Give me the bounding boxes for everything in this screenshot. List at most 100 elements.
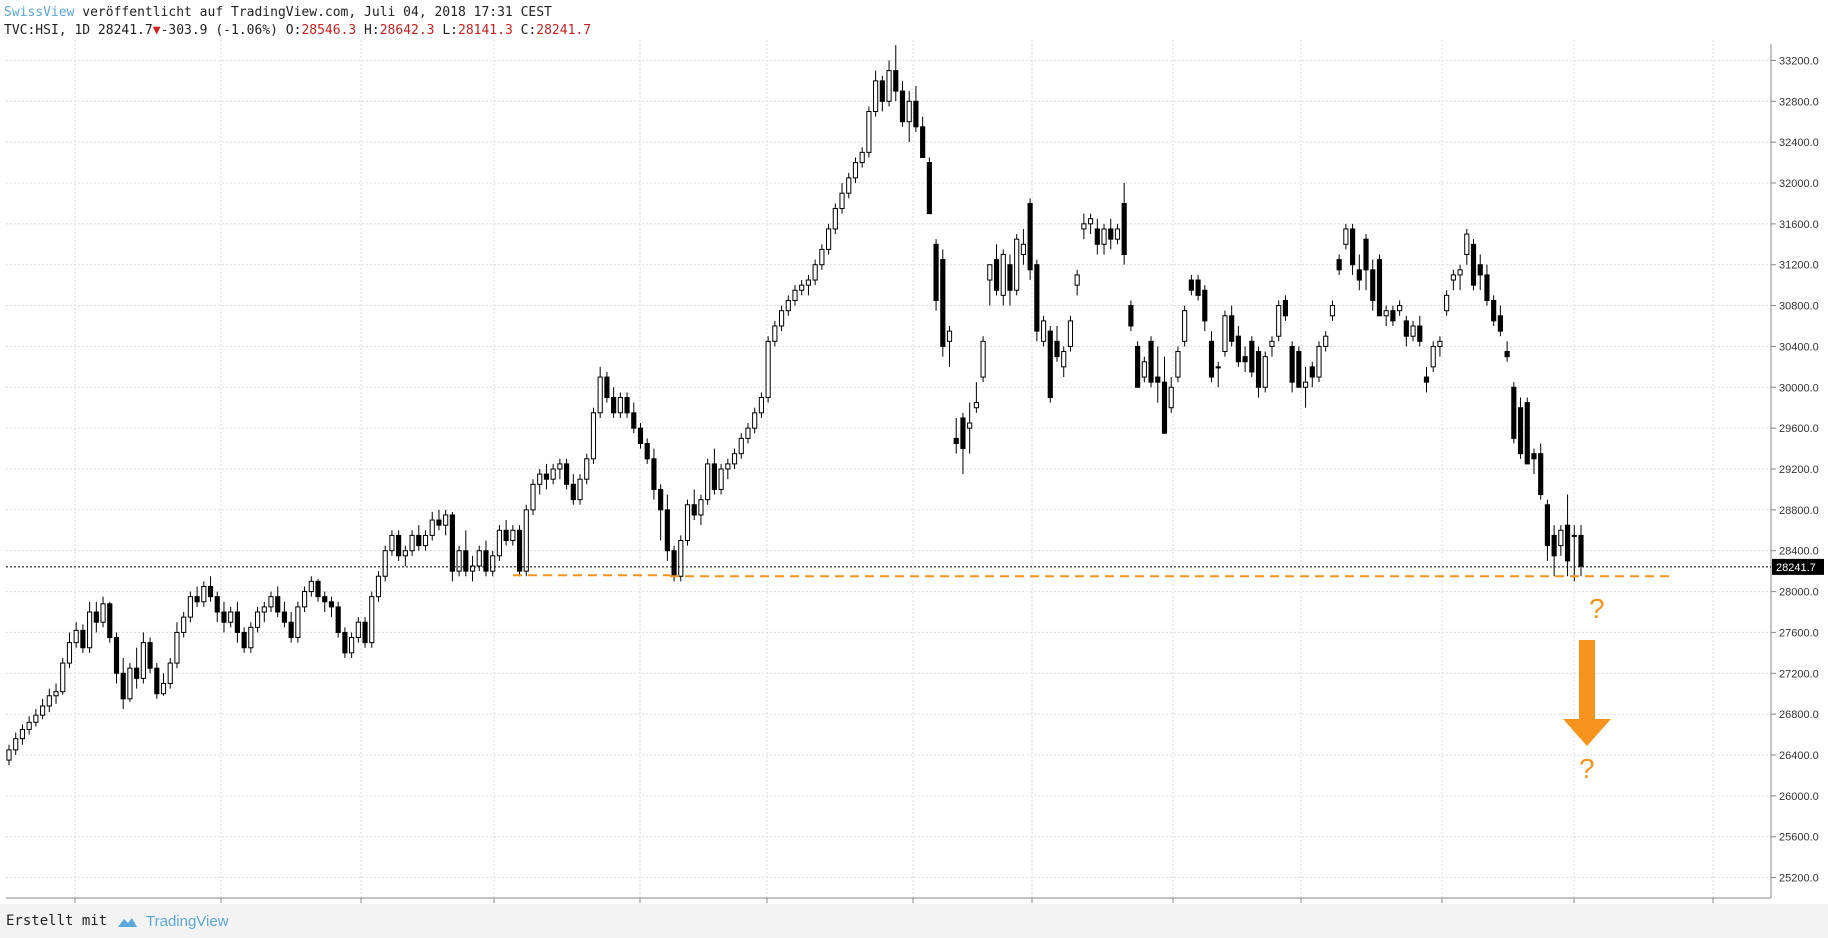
candle-up <box>1383 310 1389 317</box>
candle-down <box>107 603 113 639</box>
candle-up <box>19 728 26 740</box>
arrow-shaft <box>1579 640 1595 720</box>
candle-up <box>60 662 66 693</box>
made-with-label: Erstellt mit <box>6 913 108 929</box>
time-axis[interactable]: AugSepOktNovDez2018FebMrzAprMaiJunJulAug <box>65 898 1723 904</box>
candle-down <box>1524 402 1530 465</box>
candle-up <box>1101 228 1107 245</box>
grid-lines <box>6 40 1771 898</box>
candle-down <box>940 259 946 347</box>
candle-up <box>1114 228 1121 240</box>
candle-up <box>187 596 193 618</box>
candle-down <box>953 437 959 444</box>
candle-up <box>859 151 865 164</box>
question-mark-top: ? <box>1589 593 1605 624</box>
candle-up <box>778 310 785 327</box>
candle-up <box>66 642 73 664</box>
candle-down <box>993 259 1000 291</box>
candle-down <box>113 637 120 674</box>
candle-up <box>1020 243 1026 256</box>
candle-up <box>1302 381 1309 388</box>
candle-up <box>1000 254 1006 296</box>
candle-up <box>987 264 993 281</box>
price-axis[interactable]: 25200.0 25600.0 26000.0 26400.0 26800.0 27200… <box>1771 55 1819 885</box>
candle-down <box>1390 310 1396 322</box>
candle-down <box>503 529 509 541</box>
down-arrow-icon: ▼ <box>152 23 161 38</box>
candle-down <box>207 585 214 598</box>
candle-up <box>160 683 167 695</box>
last-price-marker: 28241.7 <box>1772 558 1824 575</box>
candle-down <box>1121 202 1127 256</box>
candle-down <box>664 509 670 552</box>
chart-header: SwissView veröffentlicht auf TradingView… <box>0 0 1828 40</box>
candle-up <box>946 330 953 342</box>
high-value: 28642.3 <box>379 23 435 38</box>
candle-up <box>1450 274 1456 281</box>
candle-down <box>564 463 570 485</box>
publish-line: SwissView veröffentlicht auf TradingView… <box>4 5 552 21</box>
candle-up <box>698 499 704 516</box>
last-price-label: 28241.7 <box>1776 562 1816 574</box>
candle-up <box>785 299 791 312</box>
candle-up <box>490 555 496 572</box>
candle-down <box>691 504 697 516</box>
candle-up <box>1067 320 1074 347</box>
candle-down <box>335 606 341 633</box>
candle-down <box>1255 351 1262 388</box>
author-link[interactable]: SwissView <box>4 5 75 20</box>
candle-down <box>221 611 227 623</box>
candle-up <box>422 534 429 547</box>
candle-up <box>1464 233 1470 255</box>
candle-up <box>1410 325 1416 337</box>
symbol-info: TVC:HSI, 1D 28241.7 <box>4 23 153 38</box>
candle-down <box>1564 524 1571 562</box>
candle-down <box>960 417 966 450</box>
candle-down <box>1235 335 1241 363</box>
candle-up <box>33 714 39 723</box>
candle-down <box>899 90 906 123</box>
candle-up <box>181 616 187 633</box>
candle-up <box>1168 386 1174 409</box>
price-tick-label: 33200.0 <box>1779 55 1819 67</box>
candle-up <box>349 637 355 654</box>
candle-down <box>624 397 630 414</box>
candle-down <box>80 629 86 649</box>
candle-down <box>1470 243 1477 286</box>
candle-up <box>402 550 408 557</box>
candle-up <box>967 422 973 429</box>
candle-up <box>852 162 859 179</box>
candlestick-chart[interactable]: 25200.0 25600.0 26000.0 26400.0 26800.0 27200… <box>0 38 1828 904</box>
candle-up <box>201 585 207 603</box>
candle-down <box>926 162 932 215</box>
candles <box>6 45 1584 766</box>
question-mark-bottom: ? <box>1579 753 1595 784</box>
candle-up <box>167 662 173 684</box>
candle-down <box>1544 504 1550 547</box>
candle-up <box>832 208 838 230</box>
tradingview-link[interactable]: TradingView <box>146 913 229 930</box>
candle-down <box>1376 259 1383 317</box>
publish-info: veröffentlicht auf TradingView.com, Juli… <box>74 5 552 20</box>
candle-down <box>1161 381 1168 434</box>
footer-bar: Erstellt mit TradingView <box>0 904 1828 938</box>
candle-up <box>684 504 691 541</box>
candle-up <box>745 427 751 439</box>
candle-up <box>261 606 267 613</box>
candle-up <box>1269 340 1275 347</box>
candle-down <box>1538 453 1544 496</box>
candle-down <box>604 376 610 399</box>
candle-down <box>1497 315 1503 332</box>
candle-up <box>725 463 731 470</box>
candle-down <box>1094 228 1100 245</box>
candle-up <box>752 412 758 429</box>
candle-up <box>812 264 818 281</box>
price-tick-label: 32800.0 <box>1779 96 1819 108</box>
candle-down <box>328 601 335 608</box>
candle-up <box>523 509 529 572</box>
price-tick-label: 31200.0 <box>1779 260 1819 272</box>
candle-down <box>1128 305 1134 327</box>
candle-down <box>543 473 550 480</box>
candle-up <box>1437 340 1443 347</box>
high-label: H: <box>356 23 380 38</box>
